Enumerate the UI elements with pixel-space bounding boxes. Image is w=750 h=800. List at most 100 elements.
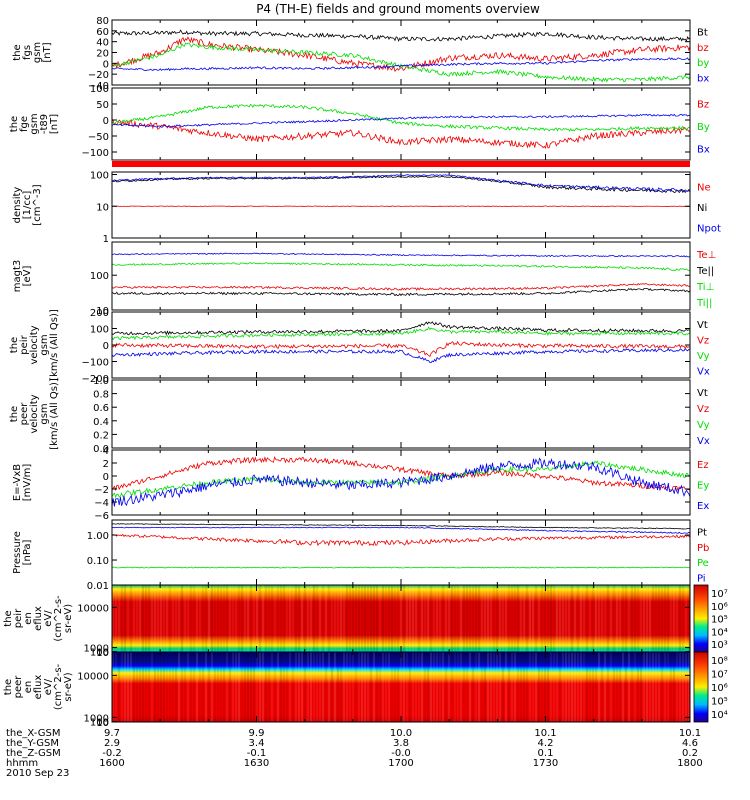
- spectrogram-column: [229, 652, 231, 722]
- spectrogram-column: [325, 652, 327, 722]
- series-ex: [112, 457, 690, 507]
- footer-value: 0.2: [682, 748, 698, 759]
- spectrogram-column: [466, 652, 468, 722]
- spectrogram-column: [355, 652, 357, 722]
- y-axis-label-line: peer: [13, 675, 24, 699]
- y-axis-label-line: en: [23, 681, 34, 694]
- spectrogram-column: [340, 652, 342, 722]
- spectrogram-column: [112, 585, 114, 652]
- spectrogram-column: [127, 585, 129, 652]
- colorbar-label: 10⁴: [711, 627, 728, 638]
- spectrogram-column: [643, 585, 645, 652]
- spectrogram-column: [490, 585, 492, 652]
- y-axis-label-line: density: [12, 187, 23, 224]
- spectrogram-column: [349, 585, 351, 652]
- spectrogram-column: [436, 652, 438, 722]
- y-axis-label-line: the: [9, 116, 20, 132]
- spectrogram-column: [634, 585, 636, 652]
- spectrogram-column: [118, 652, 120, 722]
- spectrogram-column: [223, 585, 225, 652]
- spectrogram-column: [505, 652, 507, 722]
- y-tick-label: 0: [103, 472, 109, 483]
- spectrogram-column: [436, 585, 438, 652]
- spectrogram-column: [679, 652, 681, 722]
- spectrogram-column: [130, 585, 132, 652]
- spectrogram-column: [664, 585, 666, 652]
- y-axis-label-line: E=-VxB: [12, 464, 23, 501]
- spectrogram-column: [139, 585, 141, 652]
- series-by: [112, 42, 690, 83]
- spectrogram-column: [481, 585, 483, 652]
- spectrogram-column: [508, 585, 510, 652]
- spectrogram-column: [382, 585, 384, 652]
- spectrogram-column: [424, 585, 426, 652]
- chart-title: P4 (TH-E) fields and ground moments over…: [256, 2, 540, 16]
- spectrogram-column: [484, 585, 486, 652]
- footer-value: 3.4: [249, 738, 265, 749]
- series-ez: [112, 456, 690, 493]
- spectrogram-column: [514, 652, 516, 722]
- spectrogram-column: [295, 585, 297, 652]
- spectrogram-column: [574, 652, 576, 722]
- y-tick-label: 0.0: [93, 444, 109, 455]
- spectrogram-column: [382, 652, 384, 722]
- spectrogram-column: [547, 585, 549, 652]
- spectrogram-column: [634, 652, 636, 722]
- colorbar-label: 10³: [711, 640, 728, 651]
- series-bz: [112, 36, 690, 72]
- spectrogram-column: [370, 585, 372, 652]
- spectrogram-column: [283, 652, 285, 722]
- spectrogram-column: [466, 585, 468, 652]
- spectrogram-column: [460, 652, 462, 722]
- spectrogram-column: [577, 652, 579, 722]
- legend-bz: bz: [697, 43, 709, 54]
- spectrogram-column: [190, 585, 192, 652]
- spectrogram-column: [205, 652, 207, 722]
- y-axis-label-line: [nPa]: [22, 539, 33, 565]
- spectrogram-column: [562, 585, 564, 652]
- spectrogram-column: [418, 585, 420, 652]
- spectrogram-column: [652, 585, 654, 652]
- panel-efield: Ez Ey Ex 4 2 0 −2 −4 −6 E=-VxB[mV/m]: [12, 446, 709, 522]
- spectrogram-column: [469, 652, 471, 722]
- spectrogram-column: [619, 585, 621, 652]
- legend-Ti⊥: Ti⊥: [696, 282, 714, 293]
- spectrogram-column: [379, 652, 381, 722]
- series-bt: [112, 29, 690, 42]
- y-tick-label: 0.6: [93, 403, 109, 414]
- spectrogram-column: [556, 585, 558, 652]
- spectrogram-column: [283, 585, 285, 652]
- spectrogram-column: [520, 652, 522, 722]
- y-tick-label: −4: [94, 498, 109, 509]
- spectrogram-column: [490, 652, 492, 722]
- spectrogram-column: [142, 652, 144, 722]
- spectrogram-column: [235, 652, 237, 722]
- y-tick-label: 50: [96, 100, 109, 111]
- spectrogram-column: [265, 585, 267, 652]
- spectrogram-column: [130, 652, 132, 722]
- y-axis-label: magt3[eV]: [12, 260, 33, 293]
- panel-peer-spectrogram: 10⁸10⁷10⁶10⁵10⁴10000100010010thepeerenef…: [3, 651, 728, 729]
- spectrogram-column: [388, 585, 390, 652]
- legend-Bt: Bt: [697, 28, 708, 39]
- spectrogram-column: [592, 652, 594, 722]
- spectrogram-column: [493, 652, 495, 722]
- series-vy: [112, 326, 690, 341]
- spectrogram-column: [292, 585, 294, 652]
- spectrogram-column: [157, 652, 159, 722]
- spectrogram-column: [448, 652, 450, 722]
- spectrogram-column: [478, 585, 480, 652]
- y-tick-label: 20: [96, 49, 109, 60]
- spectrogram-column: [673, 652, 675, 722]
- spectrogram-column: [580, 652, 582, 722]
- spectrogram-column: [415, 585, 417, 652]
- y-tick-label: 100: [90, 718, 109, 729]
- footer-row-label: the_Z-GSM: [6, 748, 61, 759]
- legend-Te⊥: Te⊥: [696, 250, 716, 261]
- spectrogram-column: [379, 585, 381, 652]
- spectrogram-column: [460, 585, 462, 652]
- spectrogram-column: [559, 585, 561, 652]
- spectrogram-column: [424, 652, 426, 722]
- y-tick-label: 100: [90, 325, 109, 336]
